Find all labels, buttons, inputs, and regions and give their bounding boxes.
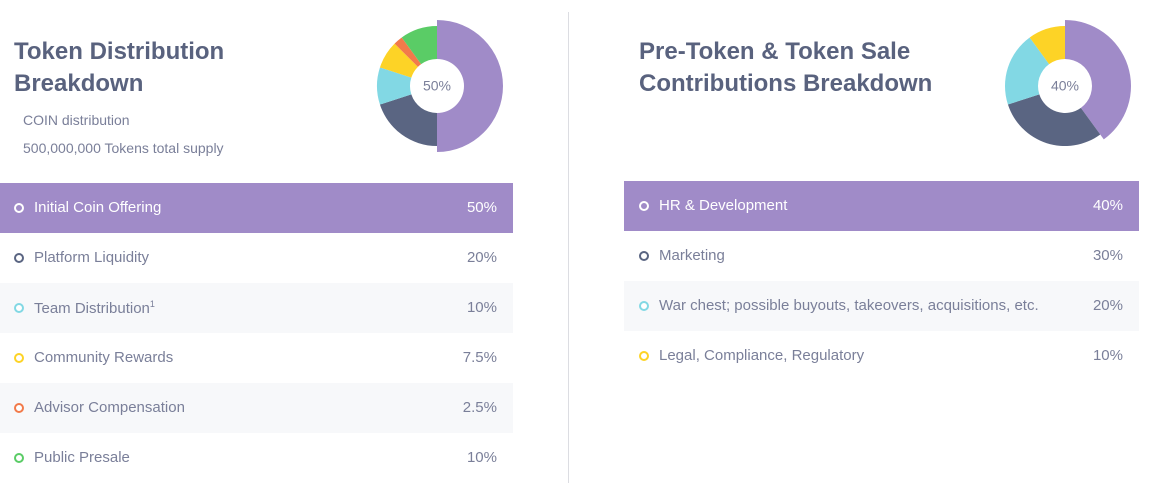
legend-label: Initial Coin Offering bbox=[34, 199, 161, 216]
category-name: Advisor Compensation bbox=[34, 399, 185, 416]
donut-slice bbox=[1029, 26, 1065, 65]
legend-value: 20% bbox=[466, 249, 497, 266]
legend-dot bbox=[14, 203, 24, 213]
legend-value: 30% bbox=[1092, 247, 1123, 264]
legend-label: Team Distribution1 bbox=[34, 299, 155, 317]
legend-label: War chest; possible buyouts, takeovers, … bbox=[659, 297, 1039, 314]
legend-row: Public Presale 10% bbox=[0, 433, 513, 483]
category-name: Platform Liquidity bbox=[34, 249, 150, 266]
legend-value: 10% bbox=[466, 449, 497, 466]
legend-value: 10% bbox=[1092, 347, 1123, 364]
category-name: Marketing bbox=[659, 247, 725, 264]
legend-label: Legal, Compliance, Regulatory bbox=[659, 347, 864, 364]
legend-dot bbox=[14, 253, 24, 263]
legend-dot bbox=[14, 303, 24, 313]
legend-row: HR & Development 40% bbox=[624, 181, 1139, 231]
legend-row: Team Distribution1 10% bbox=[0, 283, 513, 333]
subtitle: COIN distribution bbox=[23, 112, 130, 128]
category-name: Initial Coin Offering bbox=[34, 199, 162, 216]
legend-value: 2.5% bbox=[462, 399, 497, 416]
legend-row: Legal, Compliance, Regulatory 10% bbox=[624, 331, 1139, 381]
divider bbox=[568, 12, 569, 483]
center-label: 40% bbox=[1051, 78, 1079, 94]
donut-slice bbox=[379, 43, 418, 78]
category-name: Public Presale bbox=[34, 449, 130, 466]
donut-chart: 40% bbox=[1005, 20, 1131, 146]
legend-label: Community Rewards bbox=[34, 349, 173, 366]
legend-dot bbox=[14, 453, 24, 463]
donut-slice bbox=[379, 94, 437, 146]
legend-row: Advisor Compensation 2.5% bbox=[0, 383, 513, 433]
donut-slice bbox=[1065, 20, 1131, 140]
legend-label: Advisor Compensation bbox=[34, 399, 185, 416]
donut-slice bbox=[401, 26, 437, 65]
legend-row: Community Rewards 7.5% bbox=[0, 333, 513, 383]
legend-label: Marketing bbox=[659, 247, 725, 264]
donut-slice bbox=[394, 37, 422, 67]
legend-dot bbox=[639, 351, 649, 361]
legend-dot bbox=[639, 201, 649, 211]
legend-value: 40% bbox=[1092, 197, 1123, 214]
category-name: Team Distribution bbox=[34, 300, 150, 317]
donut-slice bbox=[377, 67, 412, 105]
donut-chart: 50% bbox=[377, 20, 503, 152]
footnote-mark: 1 bbox=[149, 299, 155, 309]
legend-label: HR & Development bbox=[659, 197, 787, 214]
legend-dot bbox=[14, 353, 24, 363]
category-name: HR & Development bbox=[659, 197, 788, 214]
chart-title: Token Distribution Breakdown bbox=[14, 38, 225, 97]
donut-slice bbox=[1007, 94, 1101, 146]
category-name: Legal, Compliance, Regulatory bbox=[659, 347, 865, 364]
legend-label: Public Presale bbox=[34, 449, 130, 466]
legend-label: Platform Liquidity bbox=[34, 249, 149, 266]
legend-value: 10% bbox=[466, 299, 497, 316]
legend-value: 20% bbox=[1092, 297, 1123, 314]
legend-dot bbox=[14, 403, 24, 413]
legend-dot bbox=[639, 251, 649, 261]
category-name: War chest; possible buyouts, takeovers, … bbox=[659, 297, 1039, 314]
donut-slice bbox=[1005, 37, 1050, 105]
legend-row: Initial Coin Offering 50% bbox=[0, 183, 513, 233]
legend-value: 50% bbox=[466, 199, 497, 216]
subtitle: 500,000,000 Tokens total supply bbox=[23, 140, 224, 156]
legend-row: Marketing 30% bbox=[624, 231, 1139, 281]
chart-title: Pre-Token & Token Sale Contributions Bre… bbox=[639, 38, 933, 97]
legend-row: War chest; possible buyouts, takeovers, … bbox=[624, 281, 1139, 331]
legend-row: Platform Liquidity 20% bbox=[0, 233, 513, 283]
donut-slice bbox=[437, 20, 503, 152]
legend-value: 7.5% bbox=[462, 349, 497, 366]
legend-dot bbox=[639, 301, 649, 311]
center-label: 50% bbox=[423, 78, 451, 94]
category-name: Community Rewards bbox=[34, 349, 174, 366]
